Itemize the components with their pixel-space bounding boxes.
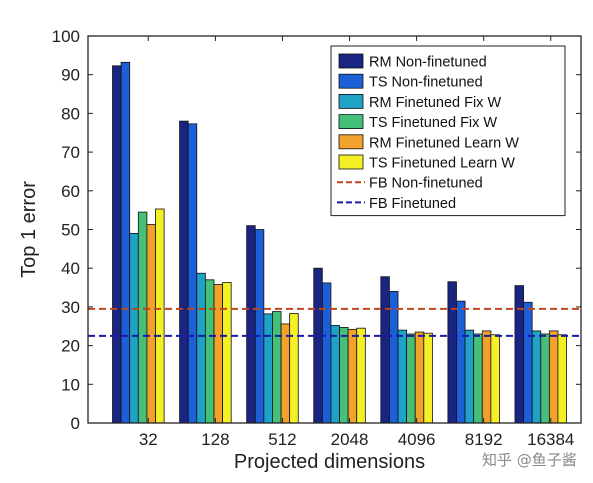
x-tick-label: 512 (268, 430, 296, 449)
bar-rm-finetuned-fix-w-16384 (531, 330, 542, 424)
y-tick-label: 80 (61, 104, 80, 123)
bar-ts-finetuned-learn-w-2048 (356, 327, 366, 424)
x-tick-label: 2048 (331, 430, 369, 449)
legend-swatch (338, 73, 364, 89)
legend-swatch (338, 134, 364, 150)
bar-ts-finetuned-fix-w-32 (137, 211, 148, 424)
bar-ts-finetuned-learn-w-8192 (490, 334, 500, 424)
bar-ts-non-finetuned-32 (120, 61, 131, 424)
bar-ts-finetuned-fix-w-16384 (540, 333, 550, 424)
y-tick-label: 0 (71, 414, 80, 433)
bar-ts-non-finetuned-128 (187, 123, 198, 424)
bar-ts-finetuned-learn-w-512 (289, 313, 299, 424)
bar-rm-non-finetuned-2048 (313, 267, 323, 424)
x-tick-label: 8192 (465, 430, 503, 449)
bar-rm-finetuned-fix-w-4096 (397, 329, 408, 424)
bar-ts-non-finetuned-8192 (456, 300, 466, 424)
bar-ts-finetuned-learn-w-128 (222, 282, 232, 424)
y-tick-label: 40 (61, 259, 80, 278)
bar-rm-finetuned-learn-w-16384 (548, 330, 559, 424)
y-tick-label: 100 (52, 27, 80, 46)
bar-rm-non-finetuned-4096 (380, 276, 390, 424)
y-tick-label: 30 (61, 298, 80, 317)
bar-ts-finetuned-fix-w-2048 (339, 327, 349, 424)
y-tick-label: 90 (61, 66, 80, 85)
legend-label: TS Non-finetuned (369, 75, 483, 91)
x-tick-label: 4096 (398, 430, 436, 449)
bar-rm-non-finetuned-16384 (514, 285, 524, 424)
y-tick-label: 10 (61, 375, 80, 394)
bar-ts-non-finetuned-4096 (389, 291, 399, 424)
y-tick-label: 70 (61, 143, 80, 162)
legend-swatch (338, 94, 364, 109)
bar-ts-non-finetuned-2048 (321, 282, 332, 424)
legend: RM Non-finetuned TS Non-finetuned RM Finet… (330, 45, 566, 217)
bar-ts-finetuned-fix-w-128 (204, 279, 215, 424)
bar-rm-finetuned-learn-w-2048 (347, 328, 358, 424)
legend-box (330, 45, 566, 217)
legend-label: TS Finetuned Learn W (369, 156, 515, 172)
legend-label: RM Finetuned Learn W (369, 135, 519, 151)
legend-label: FB Finetuned (369, 196, 456, 212)
bar-rm-finetuned-fix-w-8192 (464, 329, 475, 424)
reference-lines-group (88, 307, 581, 337)
bar-rm-finetuned-learn-w-4096 (414, 331, 425, 424)
bar-rm-finetuned-fix-w-128 (196, 272, 206, 424)
bar-rm-finetuned-learn-w-512 (280, 323, 291, 424)
legend-label: RM Non-finetuned (369, 55, 487, 71)
watermark-text: 知乎 @鱼子酱 (482, 451, 577, 469)
bar-ts-finetuned-learn-w-32 (155, 208, 165, 424)
legend-swatch (338, 114, 364, 129)
bar-ts-finetuned-fix-w-8192 (473, 333, 483, 424)
bar-rm-finetuned-learn-w-128 (213, 284, 223, 424)
bar-rm-finetuned-fix-w-512 (263, 313, 273, 424)
bars-group (112, 61, 567, 424)
bar-rm-finetuned-fix-w-32 (129, 232, 139, 424)
x-tick-label: 16384 (527, 430, 574, 449)
bar-ts-non-finetuned-512 (254, 229, 265, 424)
x-tick-label: 32 (139, 430, 158, 449)
bar-rm-finetuned-learn-w-32 (146, 224, 156, 424)
y-tick-label: 20 (61, 337, 80, 356)
bar-ts-finetuned-fix-w-512 (272, 311, 282, 424)
y-tick-label: 60 (61, 182, 80, 201)
y-axis-ticks: 0 10 20 30 40 50 60 70 80 90 100 (52, 27, 581, 433)
bar-rm-non-finetuned-32 (112, 65, 122, 424)
legend-swatch (338, 154, 364, 170)
legend-swatch (338, 53, 364, 69)
bar-rm-non-finetuned-128 (179, 120, 189, 424)
x-axis-ticks: 32 128 512 2048 4096 8192 16384 (139, 36, 574, 449)
bar-rm-finetuned-fix-w-2048 (330, 325, 340, 424)
y-axis-label: Top 1 error (18, 181, 40, 278)
bar-ts-finetuned-learn-w-4096 (423, 332, 433, 424)
legend-label: FB Non-finetuned (369, 176, 483, 192)
legend-label: TS Finetuned Fix W (369, 115, 497, 131)
bar-rm-non-finetuned-512 (246, 225, 256, 424)
bar-ts-finetuned-fix-w-4096 (406, 333, 416, 424)
bar-ts-non-finetuned-16384 (523, 301, 533, 424)
x-tick-label: 128 (201, 430, 229, 449)
bar-rm-non-finetuned-8192 (447, 281, 457, 424)
legend-label: RM Finetuned Fix W (369, 95, 501, 111)
y-tick-label: 50 (61, 221, 80, 240)
x-axis-label: Projected dimensions (234, 451, 425, 473)
bar-ts-finetuned-learn-w-16384 (557, 334, 567, 424)
bar-rm-finetuned-learn-w-8192 (481, 330, 492, 424)
